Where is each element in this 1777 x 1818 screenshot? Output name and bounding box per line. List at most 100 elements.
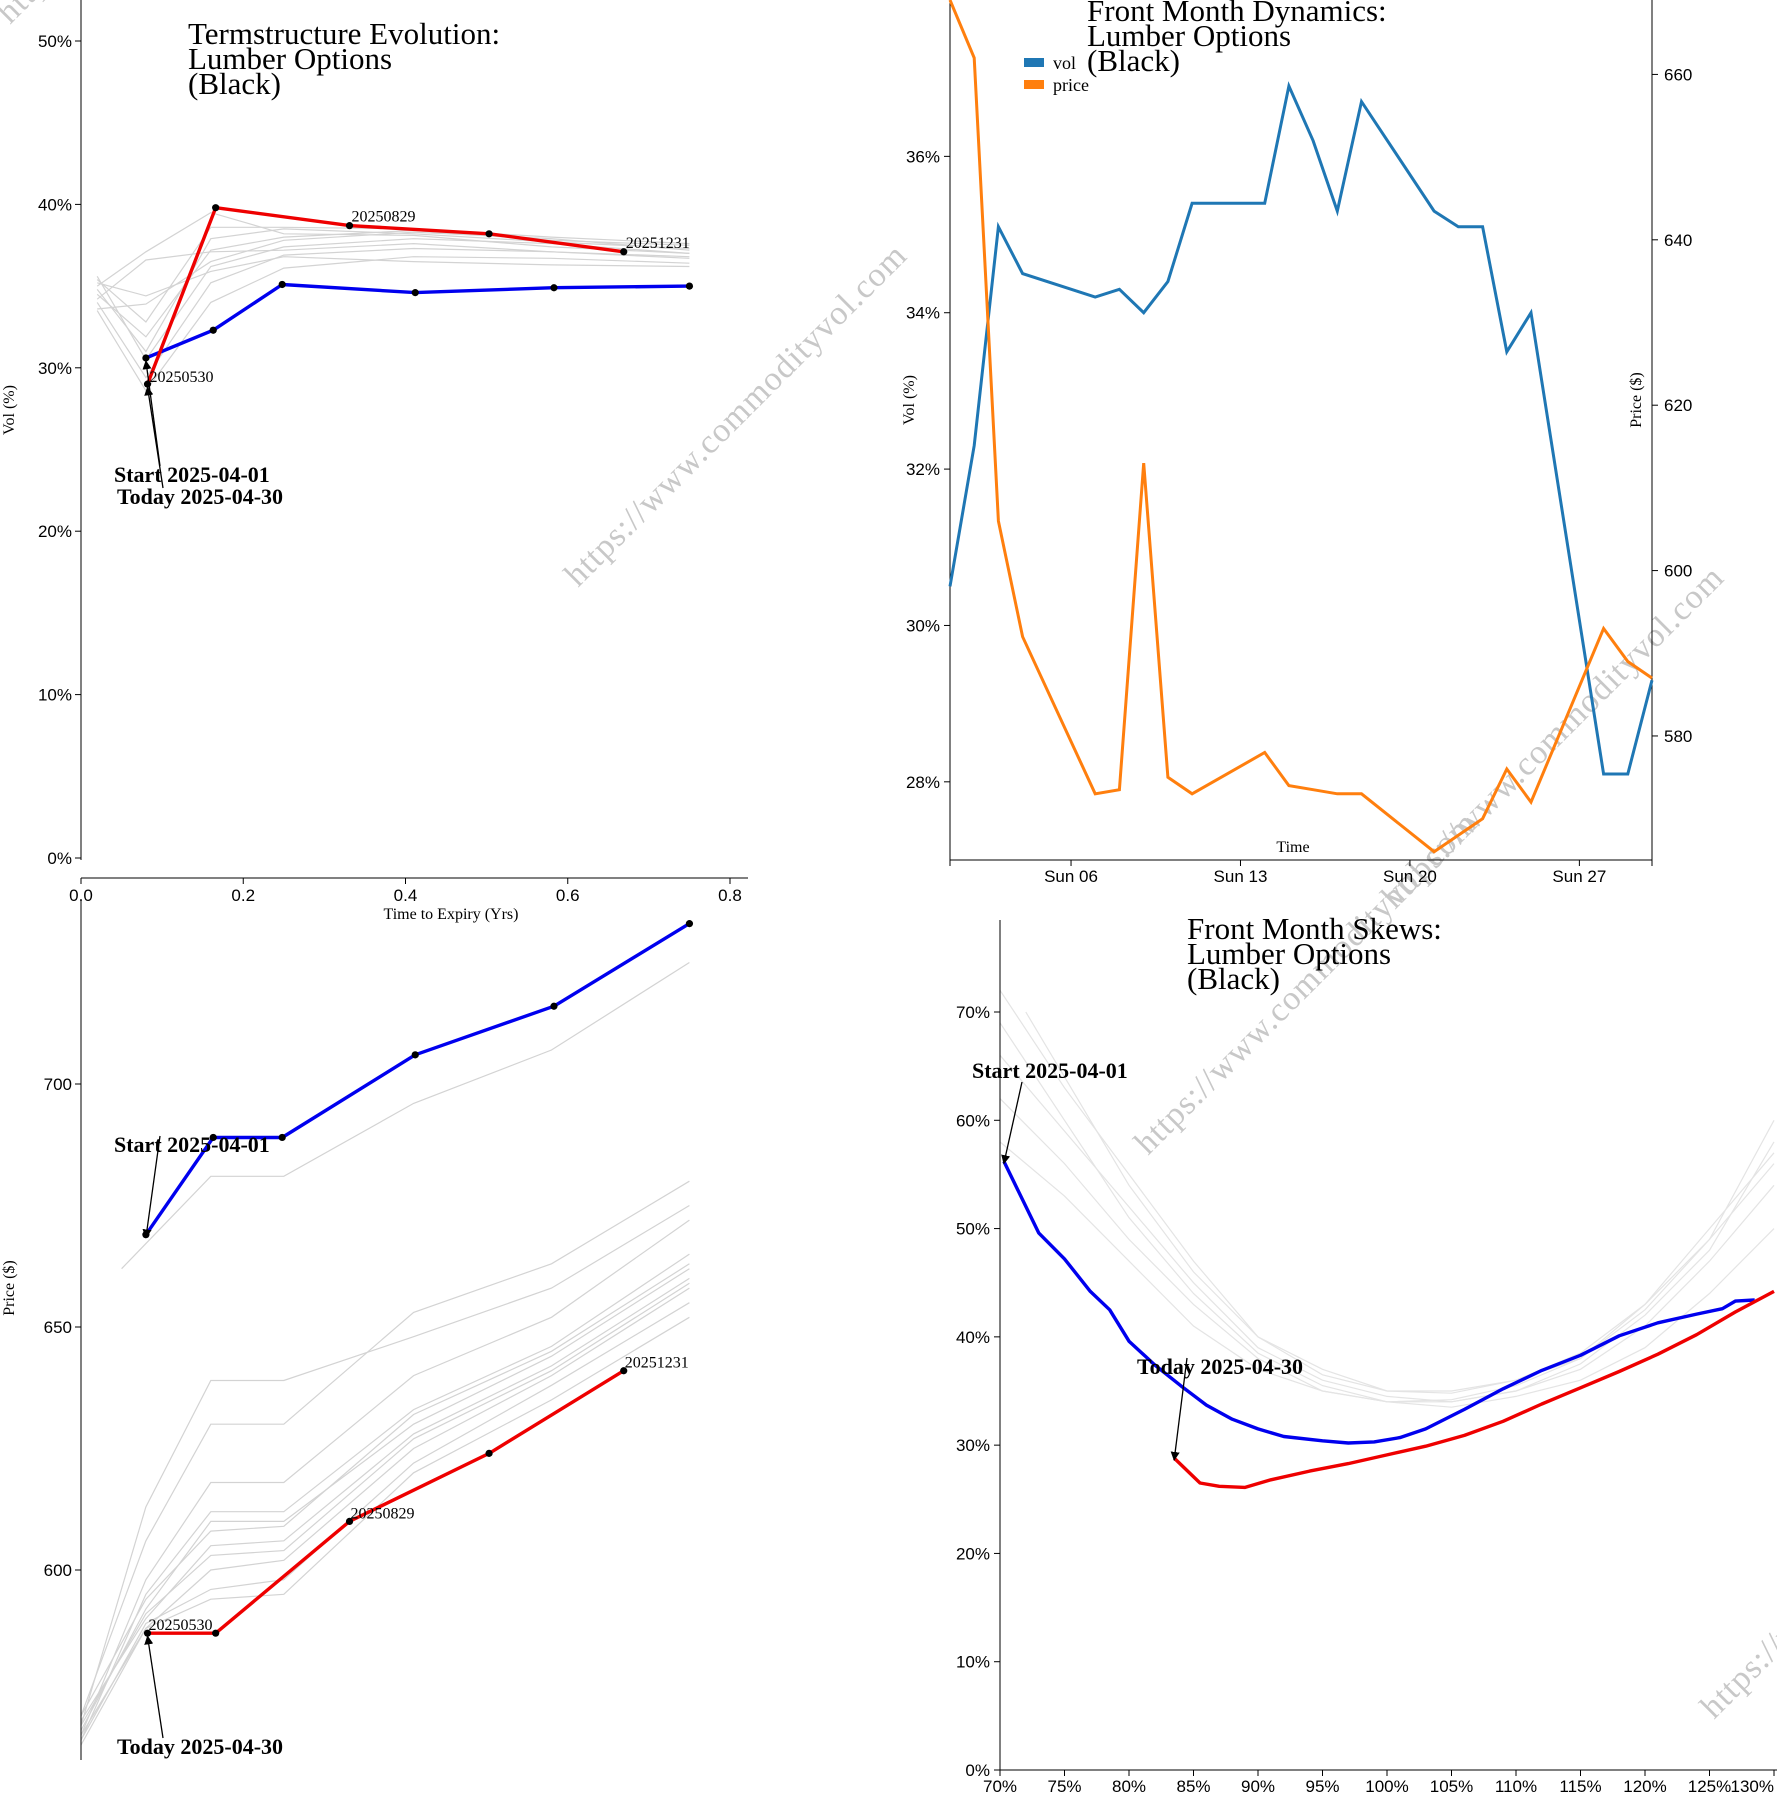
legend-label-vol: vol — [1053, 53, 1076, 73]
y2-axis-label: Price ($) — [1628, 372, 1645, 428]
expiry-label: 20250829 — [352, 209, 416, 226]
start-annotation-arrow — [142, 360, 161, 467]
history-curve — [80, 1316, 690, 1746]
today-annotation: Today 2025-04-30 — [117, 1734, 283, 1759]
x-tick-label: 70% — [983, 1777, 1017, 1796]
y-tick-label: 30% — [956, 1436, 990, 1455]
y-tick-label: 40% — [38, 195, 72, 214]
start-point — [411, 1051, 419, 1059]
y-tick-label: 60% — [956, 1111, 990, 1130]
futures-curve-chart: 600 650 700 Price ($) 20250530 20250829 202512… — [1, 900, 694, 1760]
today-annotation: Today 2025-04-30 — [117, 484, 283, 509]
x-tick-label: 0.6 — [556, 886, 580, 905]
expiry-label: 20250829 — [351, 1505, 415, 1522]
dynamics-title-line: (Black) — [1087, 43, 1180, 78]
today-annotation-arrow — [1170, 1357, 1188, 1462]
y-tick-label: 50% — [956, 1220, 990, 1239]
y-tick-label: 700 — [44, 1075, 72, 1094]
x-tick-label: Sun 13 — [1214, 867, 1268, 886]
history-curve — [96, 211, 690, 287]
start-series-line — [145, 282, 690, 360]
start-point — [685, 920, 694, 928]
start-point — [278, 280, 286, 289]
today-point — [485, 230, 493, 238]
history-skew — [999, 989, 1775, 1392]
start-point — [278, 1133, 286, 1142]
today-point — [620, 248, 628, 256]
start-annotation: Start 2025-04-01 — [114, 1132, 270, 1157]
start-annotation: Start 2025-04-01 — [114, 462, 270, 487]
start-annotation: Start 2025-04-01 — [972, 1058, 1128, 1083]
x-tick-label: 80% — [1112, 1777, 1146, 1796]
today-annotation: Today 2025-04-30 — [1137, 1354, 1303, 1379]
price-series-line — [948, 0, 1653, 854]
y-tick-label: 0% — [965, 1761, 990, 1780]
start-point — [209, 1133, 217, 1142]
dynamics-title-line: Front Month Dynamics: — [1087, 0, 1387, 28]
history-skew — [999, 1098, 1775, 1403]
skews-title-line: (Black) — [1187, 961, 1280, 996]
watermark-text: https://www.commodityvol.com — [557, 237, 914, 594]
start-annotation-arrow — [142, 1135, 161, 1239]
x-tick-label: 120% — [1623, 1777, 1666, 1796]
dynamics-title-line: Lumber Options — [1087, 18, 1291, 53]
y2-tick-label: 640 — [1664, 231, 1692, 250]
history-curve — [80, 1180, 690, 1717]
today-skew-line — [1173, 1289, 1775, 1490]
y-tick-label: 650 — [44, 1318, 72, 1337]
y2-tick-label: 580 — [1664, 727, 1692, 746]
start-point — [209, 326, 217, 334]
x-tick-label: Sun 06 — [1044, 867, 1098, 886]
today-point — [143, 1629, 152, 1637]
x-axis-label: Time — [1276, 839, 1309, 856]
front-month-dynamics-chart: 28% 30% 32% 34% 36% 580 600 620 640 660 Sun 06 Sun … — [901, 0, 1692, 886]
y-tick-label: 20% — [38, 522, 72, 541]
x-tick-label: 110% — [1495, 1777, 1537, 1796]
skews-title-line: Lumber Options — [1187, 936, 1391, 971]
legend-swatch-vol — [1024, 58, 1044, 67]
y-axis-label: Vol (%) — [901, 375, 918, 425]
x-tick-label: 0.2 — [231, 886, 255, 905]
y-tick-label: 28% — [906, 773, 940, 792]
x-tick-label: 100% — [1365, 1777, 1408, 1796]
start-series-line — [144, 922, 691, 1236]
history-curve — [96, 229, 690, 338]
today-series-line — [147, 1369, 625, 1635]
expiry-label: 20251231 — [626, 235, 690, 252]
start-point — [550, 284, 558, 292]
x-tick-label: 0.4 — [394, 886, 418, 905]
y-tick-label: 20% — [956, 1544, 990, 1563]
expiry-label: 20251231 — [625, 1355, 689, 1372]
history-skew — [999, 1120, 1775, 1403]
start-annotation-arrow — [1001, 1081, 1023, 1165]
y-tick-label: 10% — [38, 686, 72, 705]
history-curve — [80, 1302, 690, 1741]
x-tick-label: 105% — [1430, 1777, 1473, 1796]
watermark-text: https://www.commodityvol.com — [1693, 1369, 1777, 1726]
history-skew — [999, 1054, 1775, 1403]
start-skew-line — [1002, 1160, 1755, 1445]
history-curve — [80, 1219, 690, 1736]
y-tick-label: 600 — [44, 1561, 72, 1580]
history-curve — [96, 226, 690, 323]
watermarks: https://www.commodityvol.com https://www… — [0, 0, 1777, 1726]
y-tick-label: 32% — [906, 460, 940, 479]
y-axis-label: Vol (%) — [1, 385, 18, 435]
y-tick-label: 34% — [906, 304, 940, 323]
legend-swatch-price — [1024, 80, 1044, 89]
y-tick-label: 50% — [38, 32, 72, 51]
y-axis-label: Price ($) — [1, 1260, 18, 1316]
today-point — [212, 204, 220, 212]
today-annotation-arrow — [144, 386, 164, 489]
y-tick-label: 40% — [956, 1328, 990, 1347]
x-tick-label: Sun 27 — [1552, 867, 1606, 886]
y-tick-label: 0% — [47, 849, 72, 868]
y2-tick-label: 660 — [1664, 65, 1692, 84]
y2-tick-label: 620 — [1664, 396, 1692, 415]
history-curve — [80, 1204, 690, 1726]
y-tick-label: 36% — [906, 147, 940, 166]
legend-label-price: price — [1053, 75, 1089, 95]
termstructure-chart: 0% 10% 20% 30% 40% 50% 0.0 0.2 0.4 0.6 0.8 Time to … — [1, 0, 748, 923]
